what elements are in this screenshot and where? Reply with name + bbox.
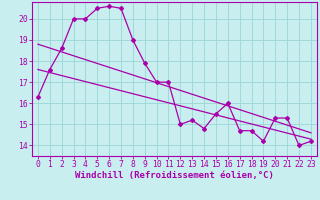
- X-axis label: Windchill (Refroidissement éolien,°C): Windchill (Refroidissement éolien,°C): [75, 171, 274, 180]
